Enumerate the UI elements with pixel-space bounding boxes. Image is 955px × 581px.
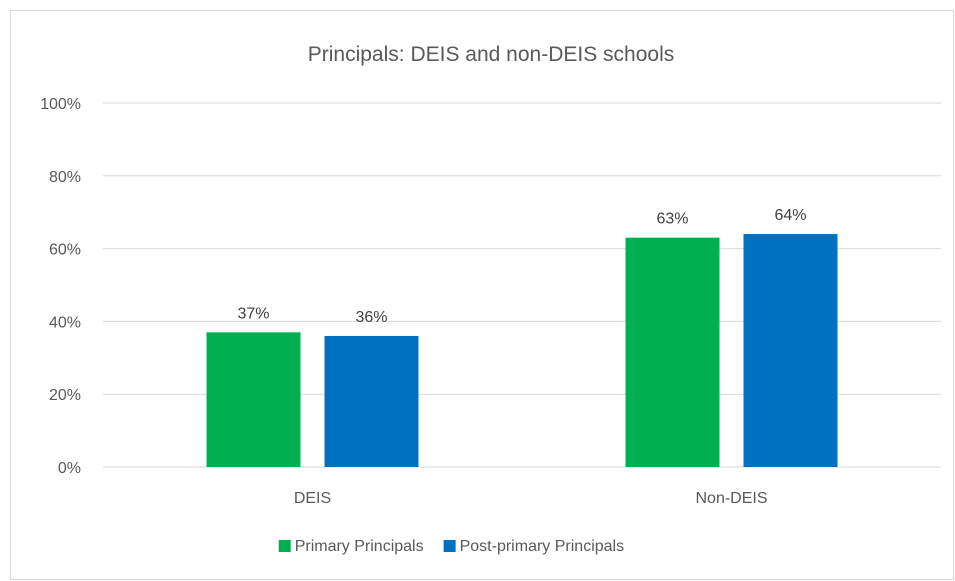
data-label: 37%	[237, 305, 269, 322]
data-label: 63%	[656, 211, 688, 228]
legend-swatch	[443, 540, 456, 552]
y-tick-label: 20%	[49, 387, 81, 404]
bar-deis-series-0	[206, 332, 301, 467]
y-tick-label: 60%	[49, 242, 81, 259]
legend-swatch	[278, 540, 291, 552]
bar-non-deis-series-0	[625, 237, 720, 467]
chart-svg: 0% 20% 40% 60% 80% 100% 37% 36% 63% 64% DEIS Non-…	[40, 43, 941, 555]
data-label: 36%	[355, 309, 387, 326]
y-tick-label: 100%	[40, 96, 81, 113]
legend-label: Primary Principals	[295, 538, 424, 555]
data-labels: 37% 36% 63% 64%	[237, 207, 806, 326]
data-label: 64%	[774, 207, 806, 224]
chart-frame: 0% 20% 40% 60% 80% 100% 37% 36% 63% 64% DEIS Non-…	[10, 10, 954, 580]
bars	[206, 234, 838, 467]
legend: Primary Principals Post-primary Principal…	[278, 538, 624, 555]
bar-deis-series-1	[324, 335, 419, 467]
chart-title: Principals: DEIS and non-DEIS schools	[308, 43, 675, 66]
x-category-label: DEIS	[294, 490, 331, 507]
y-tick-label: 0%	[58, 460, 81, 477]
bar-non-deis-series-1	[743, 234, 838, 467]
y-tick-label: 40%	[49, 314, 81, 331]
y-axis-ticks: 0% 20% 40% 60% 80% 100%	[40, 96, 81, 477]
x-axis-categories: DEIS Non-DEIS	[294, 490, 768, 507]
x-category-label: Non-DEIS	[695, 490, 767, 507]
legend-label: Post-primary Principals	[460, 538, 624, 555]
y-tick-label: 80%	[49, 169, 81, 186]
